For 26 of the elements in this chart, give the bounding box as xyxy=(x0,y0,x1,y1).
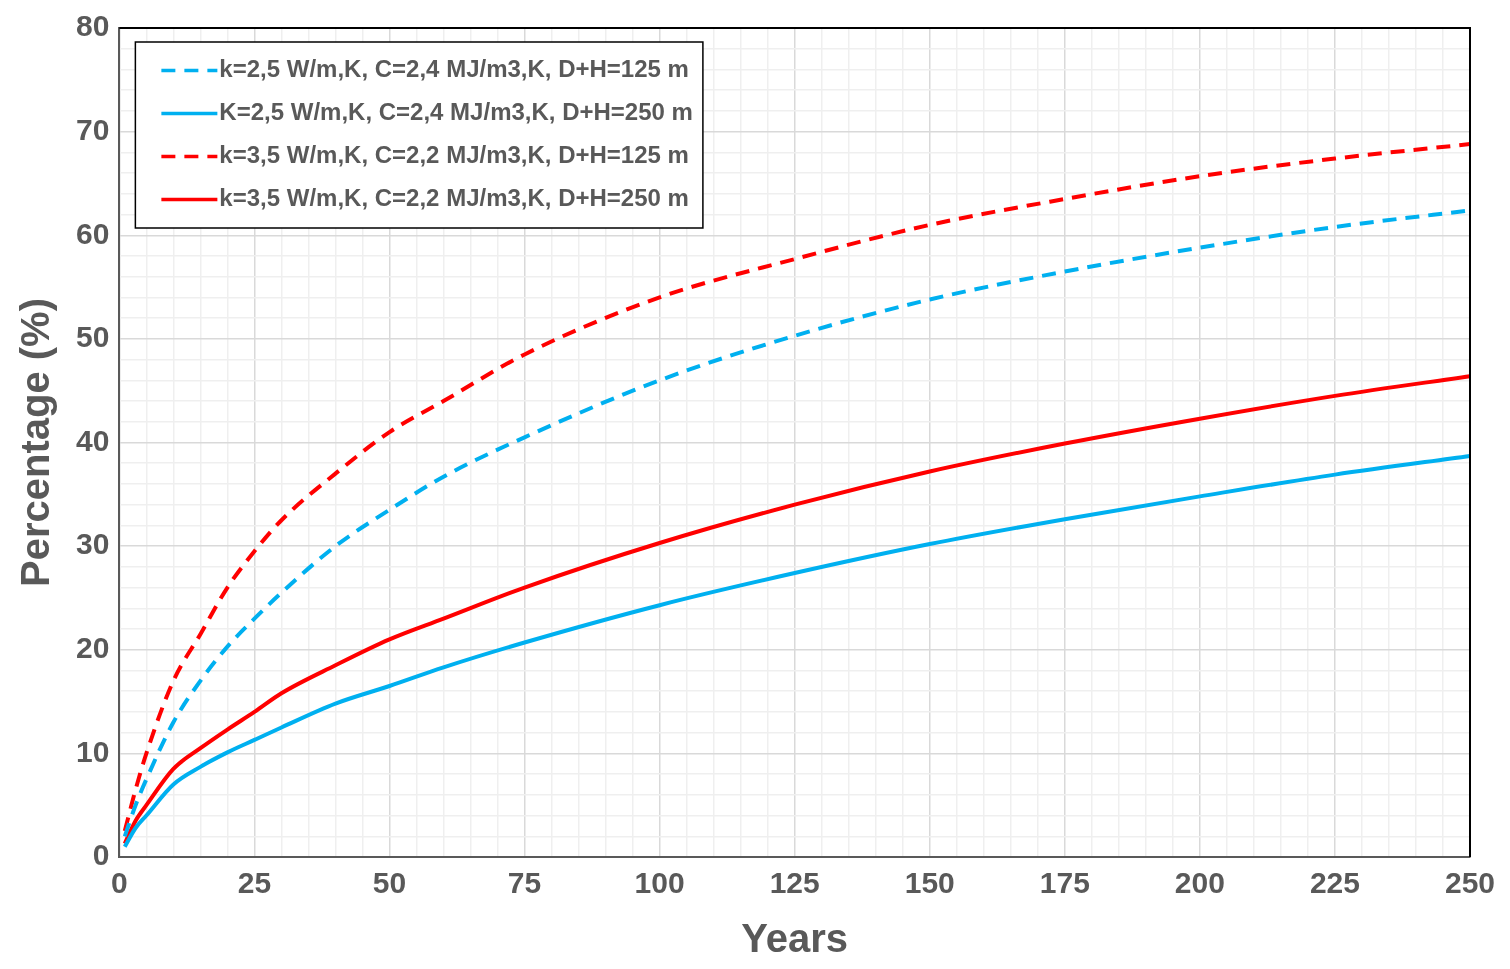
legend-label: k=3,5 W/m,K, C=2,2 MJ/m3,K, D+H=250 m xyxy=(219,184,689,212)
x-tick-label: 150 xyxy=(904,866,955,900)
x-tick-label: 50 xyxy=(372,866,407,900)
y-tick-label: 80 xyxy=(75,9,110,43)
y-tick-label: 50 xyxy=(75,320,110,354)
x-tick-label: 75 xyxy=(507,866,542,900)
y-tick-label: 60 xyxy=(75,216,110,250)
x-tick-label: 225 xyxy=(1309,866,1360,900)
y-tick-label: 20 xyxy=(75,631,110,665)
x-tick-label: 100 xyxy=(634,866,685,900)
y-tick-label: 70 xyxy=(75,112,110,146)
x-tick-label: 25 xyxy=(237,866,272,900)
legend-label: k=2,5 W/m,K, C=2,4 MJ/m3,K, D+H=125 m xyxy=(219,55,689,83)
line-series xyxy=(122,374,1470,846)
y-tick-label: 10 xyxy=(75,734,110,768)
x-tick-label: 200 xyxy=(1174,866,1225,900)
legend-label: k=3,5 W/m,K, C=2,2 MJ/m3,K, D+H=125 m xyxy=(219,141,689,169)
y-tick-label: 40 xyxy=(75,423,110,457)
y-tick-label: 30 xyxy=(75,527,110,561)
y-axis-title: Percentage (%) xyxy=(13,298,58,587)
legend-label: K=2,5 W/m,K, C=2,4 MJ/m3,K, D+H=250 m xyxy=(219,98,693,126)
y-tick-label: 0 xyxy=(92,838,110,872)
x-tick-label: 125 xyxy=(769,866,820,900)
x-tick-label: 175 xyxy=(1039,866,1090,900)
x-axis-title: Years xyxy=(741,916,849,961)
x-tick-label: 250 xyxy=(1444,866,1496,900)
